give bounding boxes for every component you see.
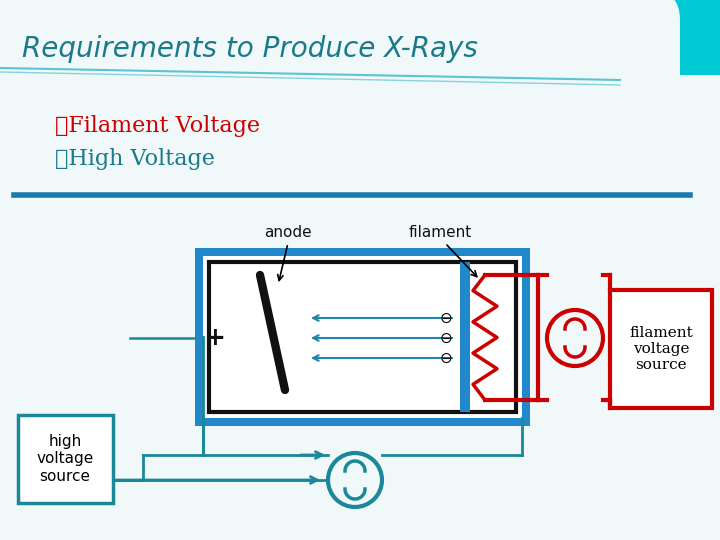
Text: ⊖: ⊖ xyxy=(439,310,452,326)
Text: +: + xyxy=(204,326,225,350)
FancyBboxPatch shape xyxy=(0,0,720,75)
Bar xyxy=(209,262,516,412)
Text: ❧High Voltage: ❧High Voltage xyxy=(55,148,215,170)
Bar xyxy=(18,415,113,503)
Text: ⊖: ⊖ xyxy=(439,330,452,346)
Bar xyxy=(195,248,530,426)
Bar xyxy=(610,290,712,408)
Text: ❧Filament Voltage: ❧Filament Voltage xyxy=(55,115,260,137)
Bar xyxy=(203,256,522,418)
Text: high
voltage
source: high voltage source xyxy=(37,434,94,484)
Text: anode: anode xyxy=(264,225,312,240)
Text: Requirements to Produce X-Rays: Requirements to Produce X-Rays xyxy=(22,35,478,63)
Text: ⊖: ⊖ xyxy=(439,350,452,366)
Text: filament
voltage
source: filament voltage source xyxy=(629,326,693,372)
Text: filament: filament xyxy=(408,225,472,240)
Bar xyxy=(460,262,470,412)
FancyBboxPatch shape xyxy=(0,0,680,170)
